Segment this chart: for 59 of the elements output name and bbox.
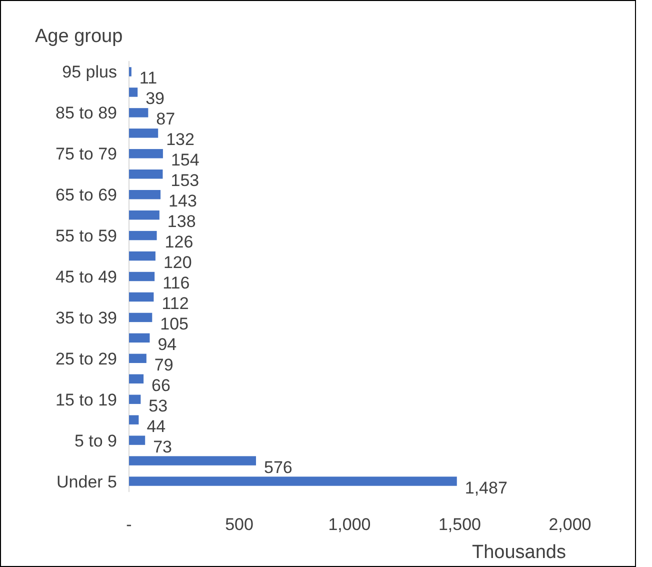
data-label: 39 xyxy=(146,89,165,108)
bar xyxy=(129,230,157,240)
data-label: 153 xyxy=(170,171,200,190)
x-tick-label: 1,500 xyxy=(438,515,482,534)
y-tick-label: 85 to 89 xyxy=(56,104,117,123)
bar xyxy=(129,374,144,384)
data-label: 79 xyxy=(154,355,174,374)
bar xyxy=(129,436,146,445)
data-label: 138 xyxy=(167,212,196,232)
bar xyxy=(129,128,158,138)
data-label: 132 xyxy=(166,130,194,150)
data-label: 66 xyxy=(152,376,170,395)
data-label: 73 xyxy=(153,437,172,456)
y-tick-label: 15 to 19 xyxy=(56,390,117,410)
bar xyxy=(129,88,138,97)
y-tick-label: 75 to 79 xyxy=(56,144,117,164)
x-tick-label: - xyxy=(126,515,132,534)
bar xyxy=(129,251,156,261)
y-tick-label: Under 5 xyxy=(56,472,117,492)
y-tick-label: 95 plus xyxy=(62,62,117,82)
bar xyxy=(129,333,150,343)
y-tick-label: 5 to 9 xyxy=(74,431,117,450)
data-label: 120 xyxy=(163,253,192,272)
y-tick-label: 45 to 49 xyxy=(56,268,117,286)
x-tick-label: 2,000 xyxy=(548,515,592,534)
y-tick-label: 35 to 39 xyxy=(56,308,117,328)
data-label: 44 xyxy=(146,416,166,436)
bar xyxy=(129,210,160,220)
data-label: 87 xyxy=(156,110,176,129)
data-label: 143 xyxy=(168,192,197,211)
x-axis-title: Thousands xyxy=(472,542,566,563)
data-label: 154 xyxy=(170,150,200,170)
bar xyxy=(129,170,163,179)
bar xyxy=(129,456,256,466)
bar xyxy=(129,292,154,302)
data-label: 105 xyxy=(160,314,189,334)
data-label: 1,487 xyxy=(464,478,508,498)
x-tick-label: 1,000 xyxy=(328,515,371,534)
x-tick-label: 500 xyxy=(225,515,254,534)
data-label: 126 xyxy=(164,232,194,252)
bar xyxy=(129,108,148,118)
data-label: 53 xyxy=(148,396,168,416)
bar xyxy=(129,415,139,424)
y-tick-label: 55 to 59 xyxy=(56,226,117,246)
data-label: 116 xyxy=(162,274,190,292)
bar xyxy=(129,394,141,404)
y-tick-label: 25 to 29 xyxy=(56,349,117,368)
data-label: 11 xyxy=(139,68,158,88)
bar xyxy=(129,272,155,282)
data-label: 112 xyxy=(162,294,189,313)
y-tick-label: 65 to 69 xyxy=(56,186,117,205)
data-label: 576 xyxy=(264,458,292,477)
bar xyxy=(129,476,457,486)
bar xyxy=(129,190,161,200)
bar xyxy=(129,312,152,322)
bar xyxy=(129,149,163,158)
data-label: 94 xyxy=(158,334,177,354)
y-axis-title: Age group xyxy=(35,26,123,47)
bar xyxy=(129,354,146,364)
